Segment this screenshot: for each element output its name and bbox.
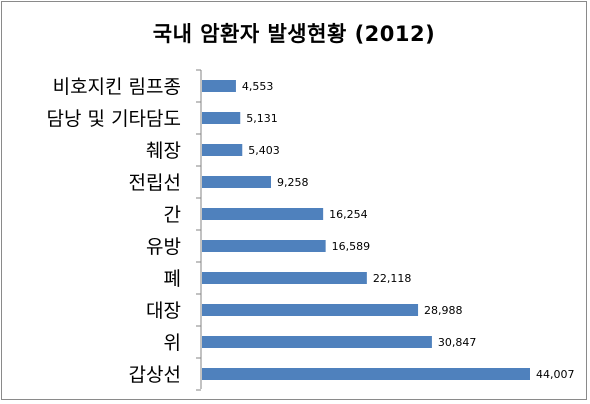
category-label: 갑상선 bbox=[129, 364, 181, 386]
bar bbox=[202, 208, 324, 220]
bar bbox=[202, 176, 272, 188]
category-ticks bbox=[196, 69, 201, 391]
bar bbox=[202, 112, 241, 124]
data-label: 9,258 bbox=[277, 176, 309, 189]
data-label: 16,589 bbox=[332, 240, 371, 253]
data-label: 5,131 bbox=[246, 112, 278, 125]
data-label: 22,118 bbox=[373, 272, 412, 285]
category-label: 위 bbox=[164, 332, 181, 354]
data-labels: 4,553 5,131 5,403 9,258 16,254 16,589 22,118 28… bbox=[242, 80, 575, 381]
category-label: 폐 bbox=[164, 268, 181, 290]
bars bbox=[202, 80, 530, 380]
bar bbox=[202, 368, 530, 380]
category-label: 간 bbox=[164, 204, 181, 226]
category-label: 비호지킨 림프종 bbox=[53, 76, 181, 98]
data-label: 28,988 bbox=[424, 304, 463, 317]
data-label: 16,254 bbox=[329, 208, 368, 221]
data-label: 44,007 bbox=[536, 368, 575, 381]
category-label: 대장 bbox=[146, 300, 181, 322]
bar bbox=[202, 144, 243, 156]
data-label: 4,553 bbox=[242, 80, 274, 93]
category-label: 전립선 bbox=[129, 172, 181, 194]
category-label: 유방 bbox=[146, 236, 181, 258]
category-label: 췌장 bbox=[146, 140, 181, 162]
category-label: 담낭 및 기타담도 bbox=[47, 108, 181, 130]
bar bbox=[202, 336, 432, 348]
data-label: 5,403 bbox=[248, 144, 280, 157]
data-label: 30,847 bbox=[438, 336, 477, 349]
bar bbox=[202, 80, 236, 92]
bar bbox=[202, 304, 419, 316]
bar bbox=[202, 240, 326, 252]
chart-title: 국내 암환자 발생현황 (2012) bbox=[152, 22, 436, 46]
bar bbox=[202, 272, 367, 284]
